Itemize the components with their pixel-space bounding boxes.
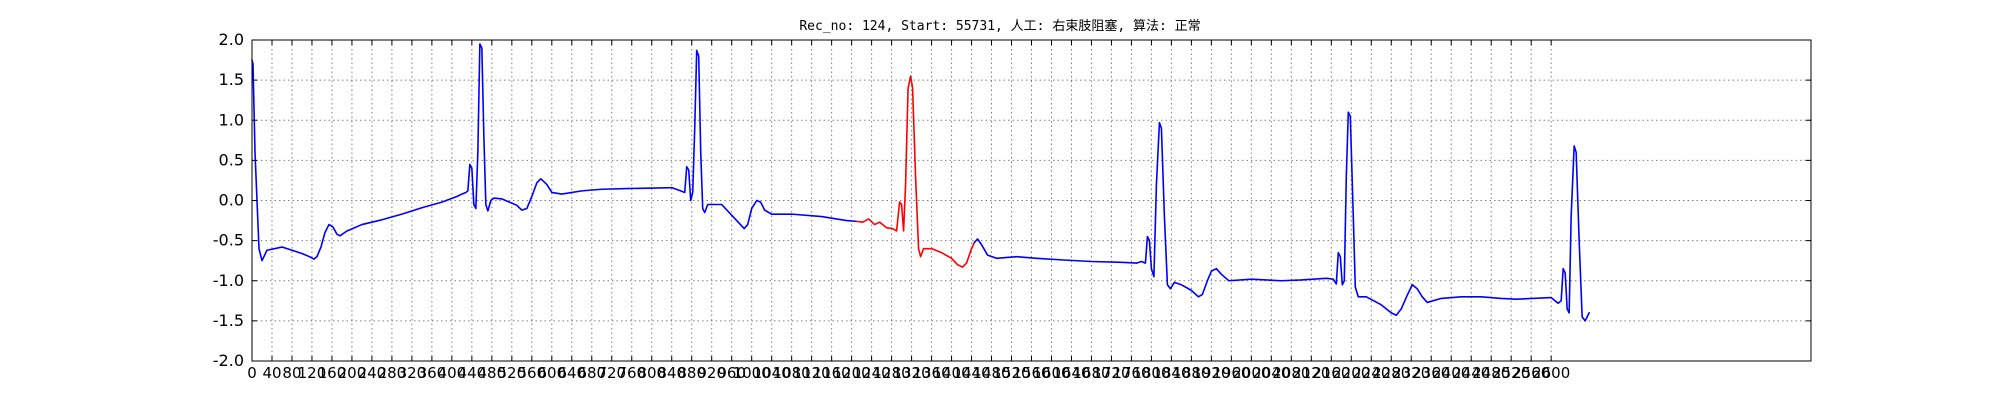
x-tick-label: 2280 [1372, 364, 1410, 382]
x-tick-label: 920 [697, 364, 726, 382]
x-tick-label: 1360 [912, 364, 950, 382]
x-tick-label: 760 [617, 364, 646, 382]
x-tick-label: 440 [458, 364, 487, 382]
y-tick-label: 1.5 [219, 70, 244, 89]
x-tick-label: 2600 [1532, 364, 1570, 382]
x-tick-label: 1800 [1132, 364, 1170, 382]
x-tick-label: 1920 [1192, 364, 1230, 382]
x-tick-label: 1720 [1092, 364, 1130, 382]
x-tick-label: 1600 [1032, 364, 1070, 382]
y-tick-label: 1.0 [219, 110, 244, 129]
x-tick-label: 1560 [1012, 364, 1050, 382]
x-tick-label: 560 [518, 364, 547, 382]
x-tick-label: 520 [498, 364, 527, 382]
x-tick-label: 1280 [872, 364, 910, 382]
x-tick-label: 1440 [952, 364, 990, 382]
x-tick-label: 1320 [892, 364, 930, 382]
x-tick-label: 840 [657, 364, 686, 382]
x-tick-label: 1240 [853, 364, 891, 382]
x-tick-label: 2040 [1252, 364, 1290, 382]
x-tick-label: 400 [438, 364, 467, 382]
x-tick-label: 480 [478, 364, 507, 382]
x-tick-label: 240 [358, 364, 387, 382]
x-tick-label: 1520 [992, 364, 1030, 382]
ecg-series-line-2 [973, 238, 1138, 264]
x-tick-label: 40 [262, 364, 281, 382]
ecg-series-line-0 [1135, 111, 1590, 322]
y-tick-label: 2.0 [219, 30, 244, 49]
x-tick-label: 1880 [1172, 364, 1210, 382]
x-tick-label: 2240 [1352, 364, 1390, 382]
x-tick-label: 1080 [773, 364, 811, 382]
y-axis-ticks: -2.0 -1.5 -1.0 -0.5 0.0 0.5 1.0 1.5 2.0 [213, 30, 1811, 370]
y-tick-label: -2.0 [213, 351, 244, 370]
x-tick-label: 640 [557, 364, 586, 382]
x-tick-label: 160 [318, 364, 347, 382]
x-tick-label: 800 [637, 364, 666, 382]
x-tick-label: 1840 [1152, 364, 1190, 382]
grid-lines [252, 40, 1811, 361]
x-tick-label: 1120 [793, 364, 831, 382]
x-axis-ticks: 0 40 8012016020024028032036040044048052056… [247, 40, 1570, 382]
x-tick-label: 0 [247, 364, 257, 382]
series-layer [251, 43, 1590, 322]
x-tick-label: 720 [597, 364, 626, 382]
x-tick-label: 880 [677, 364, 706, 382]
x-tick-label: 960 [717, 364, 746, 382]
chart-title: Rec_no: 124, Start: 55731, 人工: 右束肢阻塞, 算法… [799, 18, 1200, 34]
ecg-series-line-0 [251, 43, 858, 262]
x-tick-label: 360 [418, 364, 447, 382]
x-tick-label: 280 [378, 364, 407, 382]
x-tick-label: 1960 [1212, 364, 1250, 382]
x-tick-label: 2440 [1452, 364, 1490, 382]
x-tick-label: 2560 [1512, 364, 1550, 382]
x-tick-label: 2080 [1272, 364, 1310, 382]
x-tick-label: 200 [338, 364, 367, 382]
x-tick-label: 1400 [932, 364, 970, 382]
x-tick-label: 1760 [1112, 364, 1150, 382]
x-tick-label: 2000 [1232, 364, 1270, 382]
x-tick-label: 600 [537, 364, 566, 382]
x-tick-label: 80 [282, 364, 301, 382]
x-tick-label: 1640 [1052, 364, 1090, 382]
x-tick-label: 2200 [1332, 364, 1370, 382]
x-tick-label: 1000 [733, 364, 771, 382]
x-tick-label: 2520 [1492, 364, 1530, 382]
y-tick-label: 0.0 [219, 191, 244, 210]
x-tick-label: 680 [577, 364, 606, 382]
y-tick-label: -1.5 [213, 311, 244, 330]
x-tick-label: 2120 [1292, 364, 1330, 382]
x-tick-label: 2320 [1392, 364, 1430, 382]
x-tick-label: 1680 [1072, 364, 1110, 382]
x-tick-label: 2400 [1432, 364, 1470, 382]
x-tick-label: 1480 [972, 364, 1010, 382]
y-tick-label: 0.5 [219, 150, 244, 169]
x-tick-label: 2360 [1412, 364, 1450, 382]
x-tick-label: 1040 [753, 364, 791, 382]
ecg-series-line-1 [855, 75, 976, 268]
x-tick-label: 1200 [833, 364, 871, 382]
x-tick-label: 2160 [1312, 364, 1350, 382]
x-tick-label: 320 [398, 364, 427, 382]
x-tick-label: 120 [298, 364, 327, 382]
x-tick-label: 1160 [813, 364, 851, 382]
y-tick-label: -1.0 [213, 271, 244, 290]
x-tick-label: 2480 [1472, 364, 1510, 382]
y-tick-label: -0.5 [213, 231, 244, 250]
